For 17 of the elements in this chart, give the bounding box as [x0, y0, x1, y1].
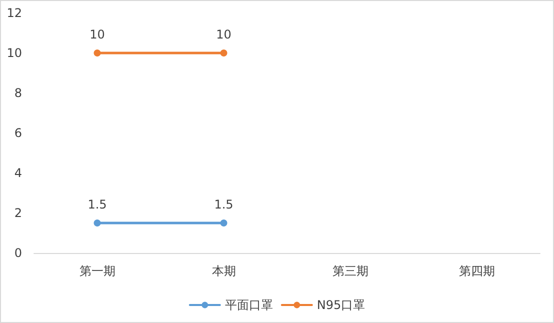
- x-tick-label: 本期: [212, 264, 236, 278]
- data-label: 1.5: [214, 198, 234, 212]
- y-tick-label: 6: [14, 126, 22, 140]
- x-tick-label: 第四期: [458, 264, 495, 278]
- x-tick-label: 第一期: [79, 264, 116, 278]
- data-label: 10: [90, 28, 105, 42]
- legend-label: N95口罩: [316, 298, 366, 312]
- y-tick-label: 10: [6, 46, 22, 60]
- y-tick-label: 12: [6, 6, 22, 20]
- x-tick-label: 第三期: [332, 264, 368, 278]
- legend-label: 平面口罩: [224, 298, 273, 312]
- data-label: 10: [216, 28, 232, 42]
- y-tick-label: 8: [14, 86, 22, 100]
- y-tick-label: 2: [14, 206, 22, 220]
- data-label: 1.5: [88, 198, 107, 212]
- y-tick-label: 4: [14, 166, 22, 180]
- y-tick-label: 0: [14, 246, 22, 260]
